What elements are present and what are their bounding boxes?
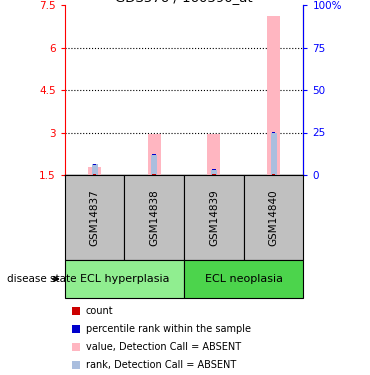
Bar [184, 260, 303, 298]
Bar [65, 260, 184, 298]
Text: disease state: disease state [7, 274, 77, 284]
Bar [152, 174, 156, 175]
Bar [93, 164, 96, 165]
Bar [65, 175, 124, 260]
Text: GSM14840: GSM14840 [269, 189, 279, 246]
Bar [212, 174, 216, 175]
Bar [88, 167, 101, 175]
Text: ECL neoplasia: ECL neoplasia [205, 274, 283, 284]
Bar [152, 154, 156, 155]
Text: count: count [86, 306, 114, 316]
Bar [272, 132, 275, 133]
Bar [211, 170, 217, 175]
Bar [148, 135, 161, 175]
Bar [124, 175, 184, 260]
Bar [270, 132, 276, 175]
Title: GDS576 / 160390_at: GDS576 / 160390_at [115, 0, 253, 4]
Bar [92, 164, 98, 175]
Bar [184, 175, 244, 260]
Bar [267, 16, 280, 175]
Bar [207, 135, 221, 175]
Bar [244, 175, 303, 260]
Bar [151, 154, 157, 175]
Text: GSM14837: GSM14837 [90, 189, 100, 246]
Bar [272, 174, 275, 175]
Text: rank, Detection Call = ABSENT: rank, Detection Call = ABSENT [86, 360, 236, 370]
Text: ECL hyperplasia: ECL hyperplasia [80, 274, 169, 284]
Text: value, Detection Call = ABSENT: value, Detection Call = ABSENT [86, 342, 241, 352]
Text: GSM14838: GSM14838 [149, 189, 159, 246]
Bar [93, 174, 96, 175]
Text: GSM14839: GSM14839 [209, 189, 219, 246]
Text: percentile rank within the sample: percentile rank within the sample [86, 324, 251, 334]
